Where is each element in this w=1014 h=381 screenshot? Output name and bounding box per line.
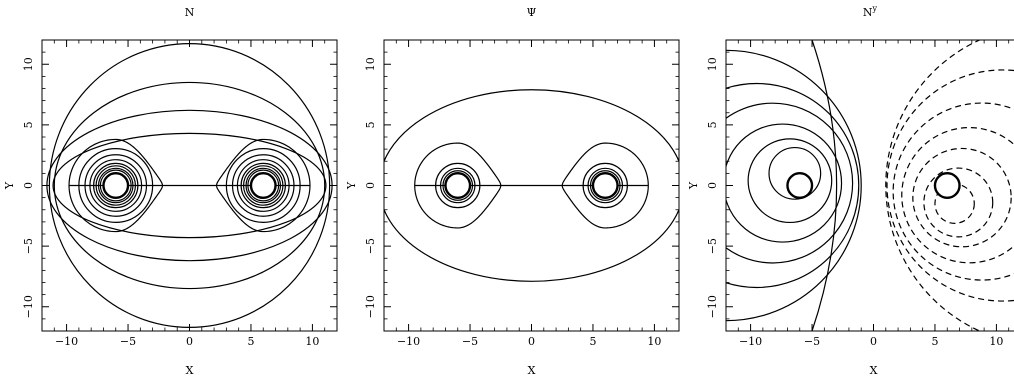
excised-source [444, 172, 472, 199]
panel-title-base: N [863, 6, 873, 19]
contour-line [587, 167, 624, 204]
excised-source [786, 172, 814, 199]
excised-source [249, 172, 277, 199]
contour-line-positive [747, 138, 833, 224]
x-tick-label: −10 [55, 335, 78, 348]
contour-line-zero [811, 40, 838, 331]
x-tick-label: −5 [120, 335, 136, 348]
contour-line [414, 142, 649, 229]
contour-line [231, 154, 295, 217]
y-tick-label: 5 [706, 121, 719, 128]
contour-line-positive [726, 82, 860, 289]
contour-line [582, 162, 628, 209]
panel-n: N −10 −5 0 5 10 −10 −5 0 5 10 X Y [3, 6, 338, 377]
axes: −10 −5 0 5 10 −10 −5 0 5 10 [706, 39, 1014, 348]
contour-layer [726, 40, 1014, 331]
x-axis-label: X [528, 364, 536, 377]
contour-line [89, 159, 143, 212]
x-axis-label: X [870, 364, 878, 377]
y-axis-label: Y [3, 181, 16, 190]
contour-line-positive [726, 123, 843, 243]
y-tick-label: 0 [706, 182, 719, 189]
x-tick-label: −5 [462, 335, 478, 348]
contour-line [242, 165, 284, 206]
contour-line [240, 162, 286, 209]
contour-line [589, 170, 621, 201]
contour-line [99, 169, 132, 202]
x-tick-label: −10 [739, 335, 762, 348]
excised-source [102, 172, 130, 199]
contour-line [78, 148, 154, 223]
contour-line [236, 159, 290, 212]
y-tick-label: −10 [22, 295, 35, 318]
contour-line [245, 167, 282, 204]
contour-line [95, 165, 137, 206]
x-tick-label: 10 [989, 335, 1003, 348]
x-tick-label: 5 [247, 335, 254, 348]
contour-line [97, 167, 134, 204]
x-tick-label: 0 [186, 335, 193, 348]
y-tick-label: 10 [706, 57, 719, 71]
panel-title: Ny [863, 4, 878, 19]
panel-title-superscript: y [872, 4, 878, 13]
contour-line-positive [726, 102, 854, 264]
contour-line-negative [901, 127, 1014, 264]
contour-line-negative [912, 147, 1012, 248]
y-tick-label: 10 [364, 57, 377, 71]
y-tick-label: 0 [364, 182, 377, 189]
contour-line-positive [768, 146, 822, 200]
contour-line [84, 154, 148, 217]
contour-line [53, 81, 326, 290]
y-tick-label: −5 [22, 238, 35, 254]
x-axis-label: X [186, 364, 194, 377]
x-tick-label: −5 [804, 335, 820, 348]
y-tick-label: −10 [706, 295, 719, 318]
y-axis-label: Y [345, 181, 358, 190]
y-axis-label: Y [687, 181, 700, 190]
x-tick-label: 0 [528, 335, 535, 348]
x-tick-label: 5 [931, 335, 938, 348]
axes: −10 −5 0 5 10 −10 −5 0 5 10 [22, 39, 338, 348]
contour-line-negative [923, 167, 994, 238]
y-tick-label: 5 [22, 121, 35, 128]
y-tick-label: −5 [364, 238, 377, 254]
panel-title: N [185, 6, 195, 19]
excised-source [933, 172, 961, 199]
x-tick-label: 10 [305, 335, 319, 348]
contour-line [93, 162, 139, 209]
panel-ny: Ny −10 −5 0 5 10 −10 −5 0 5 10 X Y [687, 4, 1014, 377]
y-tick-label: −10 [364, 295, 377, 318]
axes: −10 −5 0 5 10 −10 −5 0 5 10 [364, 39, 680, 348]
excised-source [591, 172, 619, 199]
contour-line-negative [886, 69, 1014, 302]
panel-psi: Ψ −10 −5 0 5 10 −10 −5 0 5 10 X Y [345, 6, 680, 377]
contour-line [225, 148, 301, 223]
contour-line [52, 132, 327, 239]
x-tick-label: 5 [589, 335, 596, 348]
y-tick-label: −5 [706, 238, 719, 254]
contour-line [442, 170, 474, 201]
contour-line [247, 169, 280, 202]
contour-line [439, 167, 476, 204]
x-tick-label: −10 [397, 335, 420, 348]
contour-line [384, 89, 679, 282]
contour-line-negative [885, 40, 981, 331]
x-tick-label: 10 [647, 335, 661, 348]
contour-layer [384, 89, 679, 282]
y-tick-label: 0 [22, 182, 35, 189]
y-tick-label: 10 [22, 57, 35, 71]
contour-line [435, 162, 481, 209]
contour-layer [46, 43, 333, 328]
x-tick-label: 0 [870, 335, 877, 348]
y-tick-label: 5 [364, 121, 377, 128]
contour-line [68, 138, 311, 233]
panel-title: Ψ [527, 6, 537, 19]
